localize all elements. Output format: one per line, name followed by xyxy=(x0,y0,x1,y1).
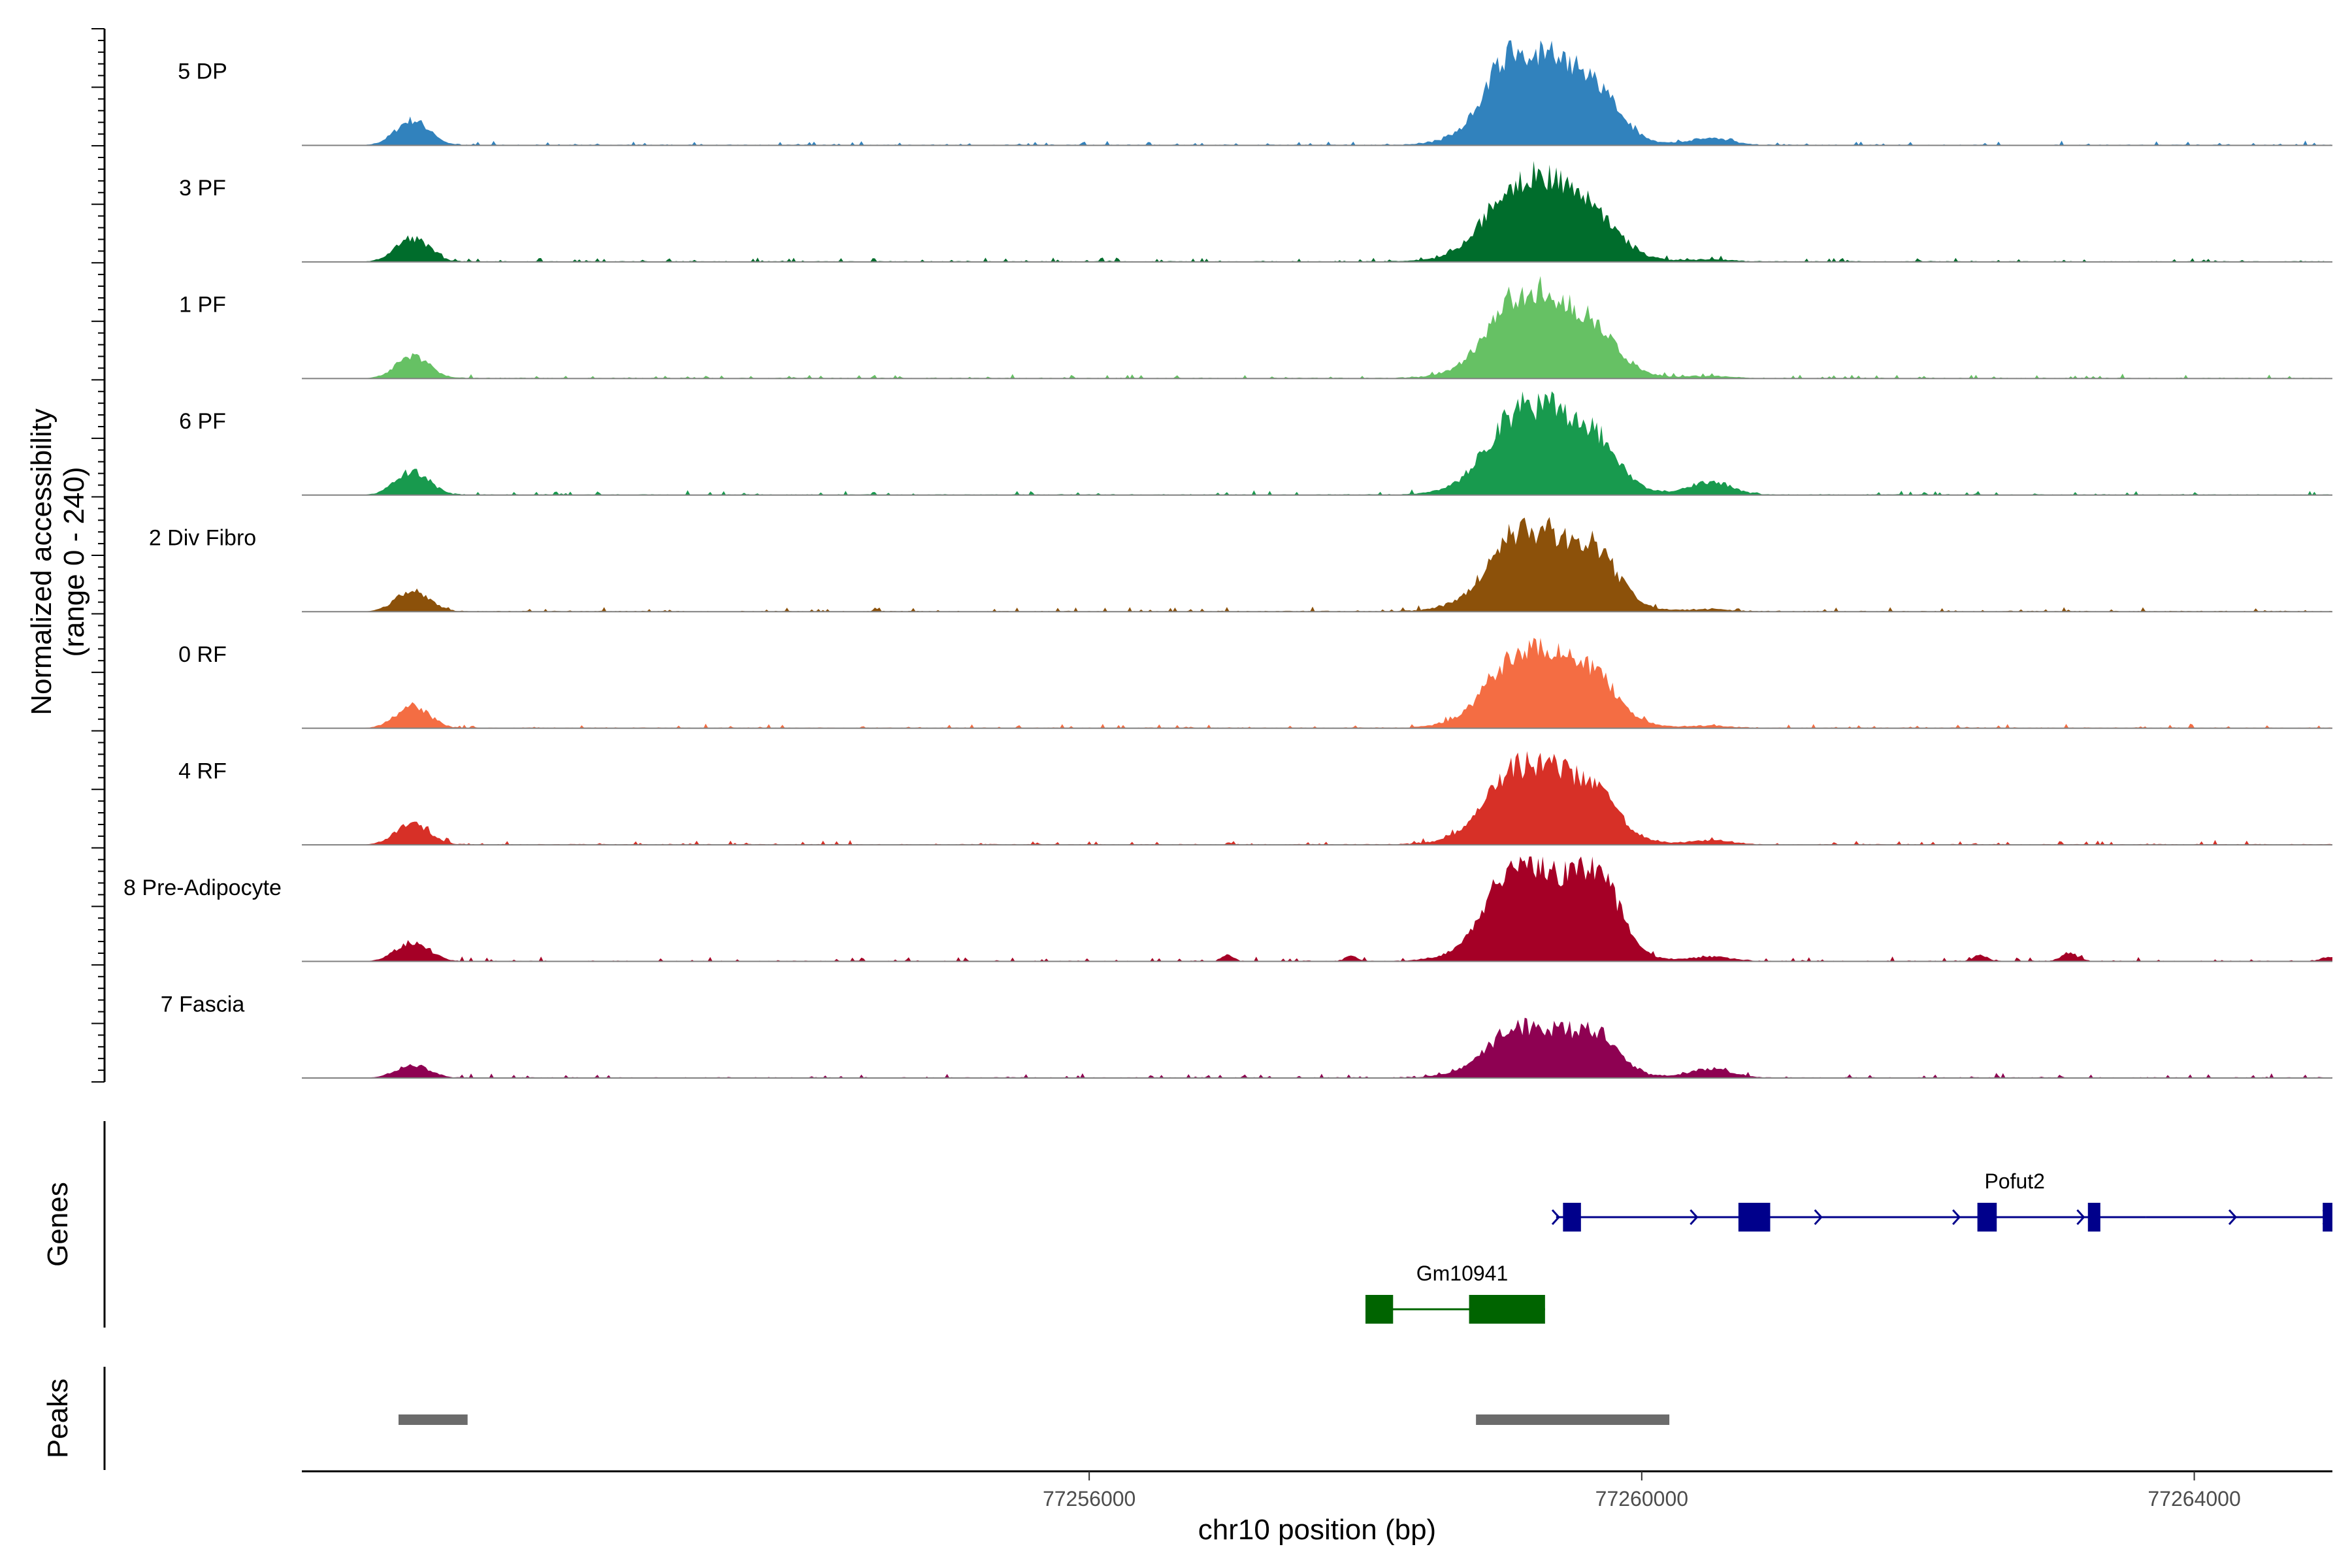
genes-axis-title: Genes xyxy=(42,1182,74,1267)
gene-gm10941: Gm10941 xyxy=(1365,1262,1545,1324)
gene-name-label: Gm10941 xyxy=(1416,1262,1509,1285)
gene-exon xyxy=(1563,1203,1581,1232)
track-coverage-area xyxy=(302,638,2332,728)
track-2-div-fibro: 2 Div Fibro xyxy=(149,517,2332,613)
strand-arrow-icon xyxy=(1690,1209,1699,1226)
gene-pofut2: Pofut2 xyxy=(1551,1169,2332,1232)
track-0-rf: 0 RF xyxy=(178,638,2332,729)
track-coverage-area xyxy=(302,276,2332,379)
track-coverage-area xyxy=(302,517,2332,612)
track-label: 7 Fascia xyxy=(161,992,245,1017)
strand-arrow-icon xyxy=(2076,1209,2085,1226)
track-6-pf: 6 PF xyxy=(179,391,2332,496)
accessibility-tracks: 5 DP 3 PF 1 PF 6 PF 2 Div Fibro 0 RF 4 RF 8 Pre… xyxy=(123,40,2332,1079)
gene-name-label: Pofut2 xyxy=(1984,1169,2045,1193)
y-axis-title-line2: (range 0 - 240) xyxy=(58,466,90,657)
gene-exon xyxy=(1977,1203,1997,1232)
track-3-pf: 3 PF xyxy=(179,161,2332,263)
peak-region-bar xyxy=(399,1414,468,1425)
peaks-panel: Peaks xyxy=(42,1367,1670,1470)
strand-arrow-icon xyxy=(1952,1209,1961,1226)
track-label: 6 PF xyxy=(179,409,226,434)
track-7-fascia: 7 Fascia xyxy=(161,992,2332,1079)
track-coverage-area xyxy=(302,40,2332,146)
track-label: 2 Div Fibro xyxy=(149,526,256,551)
x-tick-label: 77264000 xyxy=(2148,1487,2240,1511)
x-axis-title: chr10 position (bp) xyxy=(1198,1514,1436,1546)
track-label: 4 RF xyxy=(178,759,227,783)
x-axis-ticks: 77256000 77260000 77264000 xyxy=(1043,1471,2241,1511)
strand-arrow-icon xyxy=(2322,1209,2331,1226)
track-label: 5 DP xyxy=(178,59,227,84)
strand-arrow-icon xyxy=(1551,1209,1561,1226)
track-coverage-area xyxy=(302,751,2332,845)
track-coverage-area xyxy=(302,391,2332,495)
gene-exon xyxy=(2087,1203,2100,1232)
peak-regions xyxy=(399,1414,1670,1425)
track-1-pf: 1 PF xyxy=(179,276,2332,380)
track-label: 0 RF xyxy=(178,642,227,667)
peaks-axis-title: Peaks xyxy=(42,1379,74,1458)
x-tick-label: 77260000 xyxy=(1595,1487,1688,1511)
y-axis-ticks xyxy=(91,28,105,1083)
track-label: 3 PF xyxy=(179,176,226,201)
gene-exon xyxy=(1469,1295,1545,1324)
y-axis-title-line1: Normalized accessibility xyxy=(25,408,57,715)
gene-exon xyxy=(2323,1203,2332,1232)
gene-exon xyxy=(1365,1295,1394,1324)
track-label: 8 Pre-Adipocyte xyxy=(123,875,282,900)
track-8-pre-adipocyte: 8 Pre-Adipocyte xyxy=(123,857,2332,962)
strand-arrow-icon xyxy=(1814,1209,1823,1226)
x-axis-group: 77256000 77260000 77264000 chr10 position … xyxy=(302,1470,2332,1546)
track-coverage-area xyxy=(302,161,2332,262)
strand-arrow-icon xyxy=(2228,1209,2238,1226)
x-tick-label: 77256000 xyxy=(1043,1487,1135,1511)
gene-exon xyxy=(1738,1203,1771,1232)
peak-region-bar xyxy=(1476,1414,1670,1425)
track-label: 1 PF xyxy=(179,293,226,318)
track-5-dp: 5 DP xyxy=(178,40,2332,146)
track-coverage-area xyxy=(302,1017,2332,1078)
left-axis-group: Normalized accessibility (range 0 - 240) xyxy=(25,28,106,1083)
genes-panel: Genes Pofut2 Gm10941 xyxy=(42,1121,2332,1328)
gene-models: Pofut2 Gm10941 xyxy=(1365,1169,2332,1324)
track-4-rf: 4 RF xyxy=(178,751,2332,846)
track-coverage-area xyxy=(302,857,2332,962)
